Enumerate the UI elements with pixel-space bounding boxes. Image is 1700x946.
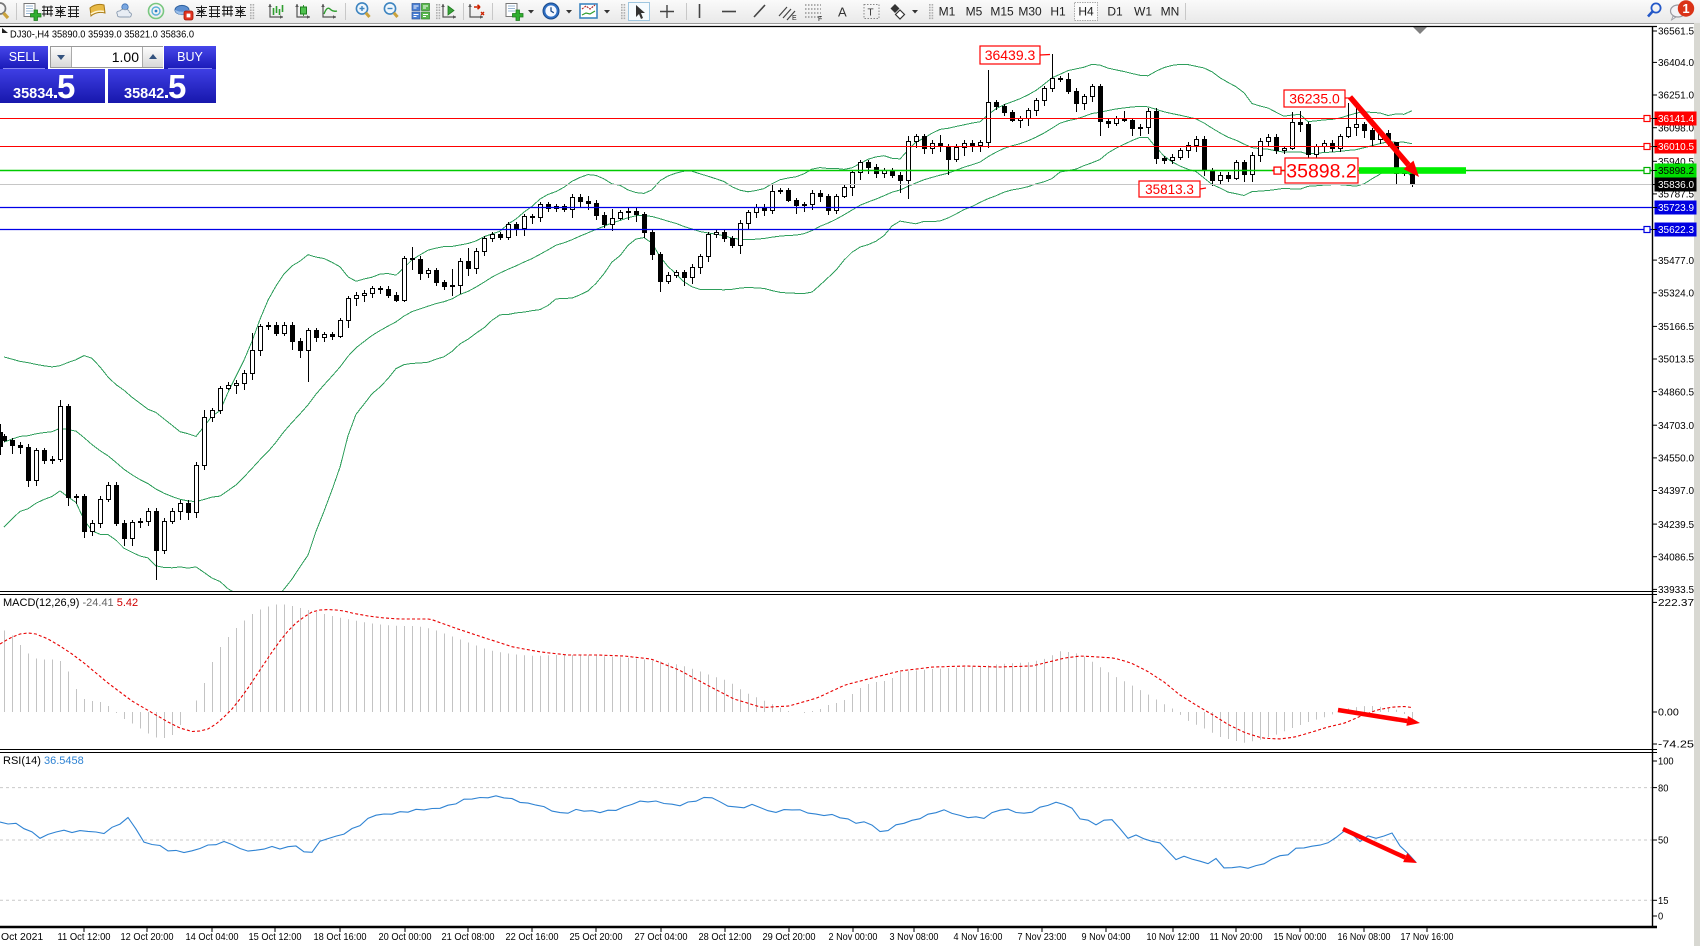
svg-text:11 Oct 12:00: 11 Oct 12:00 xyxy=(58,932,111,943)
svg-text:34086.5: 34086.5 xyxy=(1658,552,1694,563)
svg-text:14 Oct 04:00: 14 Oct 04:00 xyxy=(186,932,239,943)
svg-text:D1: D1 xyxy=(1107,5,1123,19)
svg-text:29 Oct 20:00: 29 Oct 20:00 xyxy=(763,932,816,943)
svg-text:35813.3: 35813.3 xyxy=(1145,182,1194,197)
svg-text:DJ30-,H4 35890.0 35939.0 3582: DJ30-,H4 35890.0 35939.0 35821.0 35836.0 xyxy=(10,30,194,41)
svg-text:80: 80 xyxy=(1658,783,1669,794)
svg-text:35787.5: 35787.5 xyxy=(1658,190,1694,201)
svg-text:36404.0: 36404.0 xyxy=(1658,58,1694,69)
svg-text:0.00: 0.00 xyxy=(1658,708,1679,719)
svg-text:W1: W1 xyxy=(1134,5,1152,19)
svg-text:12 Oct 20:00: 12 Oct 20:00 xyxy=(121,932,174,943)
svg-text:9 Nov 04:00: 9 Nov 04:00 xyxy=(1082,932,1131,943)
svg-text:Oct 2021: Oct 2021 xyxy=(1,932,43,943)
svg-text:0: 0 xyxy=(1658,912,1663,923)
svg-text:36141.4: 36141.4 xyxy=(1658,114,1694,125)
svg-text:35622.3: 35622.3 xyxy=(1658,225,1694,236)
svg-text:34397.0: 34397.0 xyxy=(1658,486,1694,497)
svg-text:36561.5: 36561.5 xyxy=(1658,27,1694,38)
svg-text:36235.0: 36235.0 xyxy=(1289,91,1340,107)
svg-text:100: 100 xyxy=(1658,757,1674,768)
svg-text:33933.5: 33933.5 xyxy=(1658,585,1694,596)
svg-text:20 Oct 00:00: 20 Oct 00:00 xyxy=(379,932,432,943)
svg-text:1: 1 xyxy=(1682,1,1689,16)
svg-text:16 Nov 08:00: 16 Nov 08:00 xyxy=(1338,932,1391,943)
svg-text:35013.5: 35013.5 xyxy=(1658,355,1694,366)
svg-text:H4: H4 xyxy=(1078,5,1094,19)
svg-text:F: F xyxy=(818,16,822,23)
svg-text:M30: M30 xyxy=(1018,5,1042,19)
svg-text:4 Nov 16:00: 4 Nov 16:00 xyxy=(954,932,1003,943)
svg-text:34550.0: 34550.0 xyxy=(1658,454,1694,465)
svg-text:2 Nov 00:00: 2 Nov 00:00 xyxy=(829,932,878,943)
svg-text:-74.25: -74.25 xyxy=(1658,740,1694,751)
svg-text:E: E xyxy=(792,15,797,22)
svg-text:11 Nov 20:00: 11 Nov 20:00 xyxy=(1210,932,1263,943)
svg-text:34703.0: 34703.0 xyxy=(1658,421,1694,432)
svg-text:15 Nov 00:00: 15 Nov 00:00 xyxy=(1274,932,1327,943)
svg-text:34860.5: 34860.5 xyxy=(1658,387,1694,398)
svg-text:RSI(14) 36.5458: RSI(14) 36.5458 xyxy=(3,755,84,767)
svg-text:28 Oct 12:00: 28 Oct 12:00 xyxy=(699,932,752,943)
svg-text:35166.5: 35166.5 xyxy=(1658,322,1694,333)
svg-text:A: A xyxy=(838,5,847,20)
svg-text:27 Oct 04:00: 27 Oct 04:00 xyxy=(635,932,688,943)
svg-text:36251.0: 36251.0 xyxy=(1658,91,1694,102)
svg-text:35477.0: 35477.0 xyxy=(1658,256,1694,267)
svg-text:36439.3: 36439.3 xyxy=(985,47,1036,63)
svg-text:35898.2: 35898.2 xyxy=(1658,166,1694,177)
svg-text:35836.0: 35836.0 xyxy=(1658,180,1694,191)
svg-text:3 Nov 08:00: 3 Nov 08:00 xyxy=(890,932,939,943)
svg-text:M15: M15 xyxy=(990,5,1014,19)
svg-text:M5: M5 xyxy=(966,5,983,19)
svg-text:M1: M1 xyxy=(939,5,956,19)
svg-text:34239.5: 34239.5 xyxy=(1658,520,1694,531)
svg-text:222.37: 222.37 xyxy=(1658,598,1694,609)
svg-text:15: 15 xyxy=(1658,896,1669,907)
svg-text:21 Oct 08:00: 21 Oct 08:00 xyxy=(442,932,495,943)
svg-text:35898.2: 35898.2 xyxy=(1286,161,1357,183)
svg-text:35723.9: 35723.9 xyxy=(1658,203,1694,214)
svg-text:22 Oct 16:00: 22 Oct 16:00 xyxy=(506,932,559,943)
svg-text:36098.0: 36098.0 xyxy=(1658,123,1694,134)
svg-text:15 Oct 12:00: 15 Oct 12:00 xyxy=(249,932,302,943)
svg-text:10 Nov 12:00: 10 Nov 12:00 xyxy=(1147,932,1200,943)
svg-text:35940.5: 35940.5 xyxy=(1658,157,1694,168)
svg-text:35324.0: 35324.0 xyxy=(1658,289,1694,300)
svg-text:36010.5: 36010.5 xyxy=(1658,142,1694,153)
svg-text:MACD(12,26,9) -24.41 5.42: MACD(12,26,9) -24.41 5.42 xyxy=(3,597,138,609)
svg-text:7 Nov 23:00: 7 Nov 23:00 xyxy=(1018,932,1067,943)
svg-text:50: 50 xyxy=(1658,836,1669,847)
svg-text:H1: H1 xyxy=(1050,5,1066,19)
svg-text:25 Oct 20:00: 25 Oct 20:00 xyxy=(570,932,623,943)
svg-text:MN: MN xyxy=(1161,5,1180,19)
svg-text:18 Oct 16:00: 18 Oct 16:00 xyxy=(314,932,367,943)
svg-text:T: T xyxy=(868,8,874,19)
svg-text:17 Nov 16:00: 17 Nov 16:00 xyxy=(1401,932,1454,943)
